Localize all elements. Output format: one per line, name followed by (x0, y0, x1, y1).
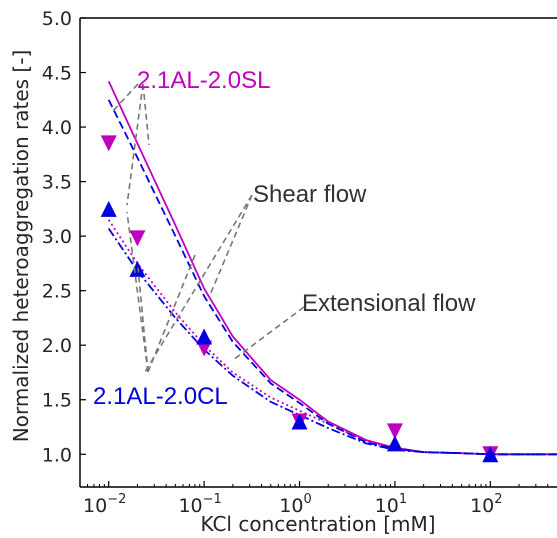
y-tick-label: 4.0 (42, 117, 72, 139)
y-tick-label: 2.5 (42, 281, 72, 303)
leader-line (144, 194, 253, 373)
y-tick-label: 1.0 (42, 444, 72, 466)
data-point (100, 200, 117, 217)
data-point (386, 435, 403, 452)
data-point (196, 328, 213, 345)
series-line (107, 219, 557, 456)
x-tick-label: 100 (279, 492, 311, 517)
y-axis-label: Normalized heteroaggregation rates [-] (9, 50, 33, 443)
x-tick-label: 101 (375, 492, 407, 517)
axes (79, 17, 557, 488)
y-tick-label: 5.0 (42, 8, 72, 30)
x-tick-label: 102 (470, 492, 502, 517)
annotation-shear: Shear flow (253, 181, 367, 208)
annotation-leaders (111, 83, 305, 373)
y-tick-label: 2.0 (42, 335, 72, 357)
leader-line (142, 83, 150, 146)
data-point (386, 423, 403, 440)
annotation-sl: 2.1AL-2.0SL (137, 67, 270, 94)
series-lines (107, 80, 557, 456)
leader-line (147, 254, 196, 373)
leader-line (209, 194, 253, 296)
annotation-extensional: Extensional flow (302, 290, 476, 317)
x-tick-label: 10−1 (178, 492, 221, 517)
leader-line (111, 83, 139, 113)
leader-line (126, 83, 144, 206)
series-markers (100, 135, 499, 463)
data-point (129, 230, 146, 247)
series-line (107, 227, 557, 456)
y-tick-label: 4.5 (42, 63, 72, 85)
leader-line (137, 267, 149, 373)
leader-line (126, 211, 149, 373)
x-axis-ticks: 10−2 10−1 100 101 102 (83, 481, 549, 517)
x-axis-label: KCl concentration [mM] (200, 512, 435, 536)
annotation-cl: 2.1AL-2.0CL (93, 383, 228, 410)
data-point (482, 446, 499, 463)
y-axis-ticks: 1.0 1.5 2.0 2.5 3.0 3.5 4.0 4.5 5.0 (42, 8, 86, 466)
data-point (291, 413, 308, 430)
data-point (100, 135, 117, 152)
leader-line (232, 306, 305, 361)
y-tick-label: 3.0 (42, 226, 72, 248)
y-tick-label: 1.5 (42, 390, 72, 412)
x-tick-label: 10−2 (83, 492, 126, 517)
y-tick-label: 3.5 (42, 172, 72, 194)
